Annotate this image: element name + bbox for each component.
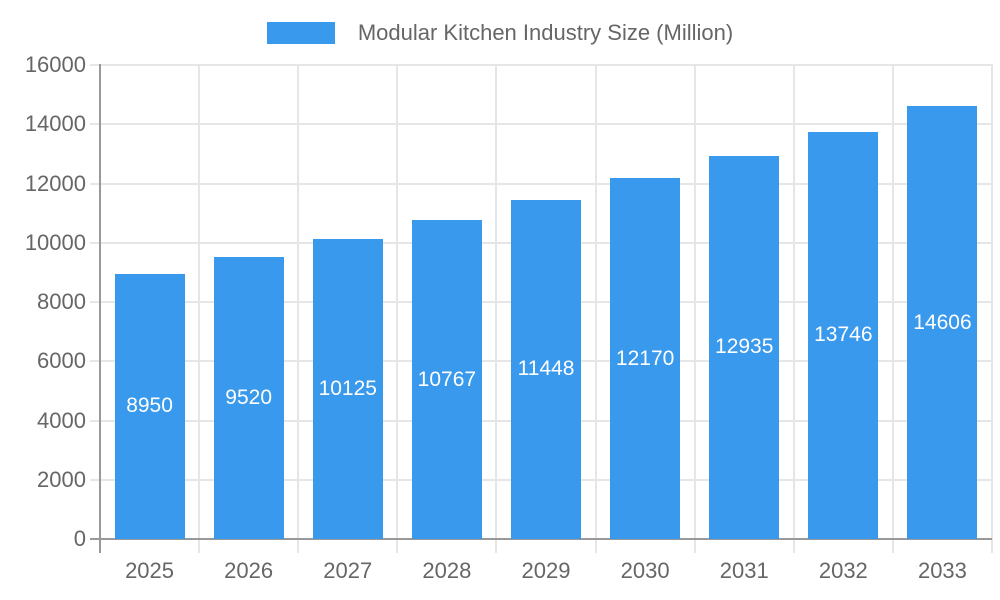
y-gridline xyxy=(90,182,992,185)
y-axis-tick-label: 4000 xyxy=(37,407,86,433)
x-axis-tick-label: 2031 xyxy=(719,558,769,583)
bar-value-label: 8950 xyxy=(126,394,173,418)
bar-value-label: 10767 xyxy=(417,367,477,391)
y-axis-tick-label: 0 xyxy=(73,526,86,551)
bar-value-label: 9520 xyxy=(225,385,273,409)
x-axis-line xyxy=(90,538,992,540)
x-axis-tick-label: 2032 xyxy=(818,558,868,583)
y-axis-tick-label: 16000 xyxy=(24,52,86,77)
x-axis-tick-label: 2028 xyxy=(422,558,472,583)
bar-value-label: 14606 xyxy=(913,310,972,334)
y-axis-line xyxy=(99,64,101,553)
bar-2029[interactable]: 11448 xyxy=(511,199,581,539)
x-gridline xyxy=(991,64,993,553)
bar-value-label: 10125 xyxy=(318,377,377,401)
bar-2026[interactable]: 9520 xyxy=(213,256,284,539)
x-gridline xyxy=(495,64,498,553)
bar-2033[interactable]: 14606 xyxy=(907,106,978,539)
chart-legend[interactable]: Modular Kitchen Industry Size (Million) xyxy=(0,21,1000,45)
x-axis-tick-label: 2025 xyxy=(125,558,175,583)
x-gridline xyxy=(792,64,795,553)
x-axis-tick-label: 2033 xyxy=(917,558,967,583)
bar-value-label: 12935 xyxy=(715,335,774,359)
x-gridline xyxy=(891,64,894,553)
x-gridline xyxy=(693,64,696,553)
x-gridline xyxy=(198,64,201,553)
bar-2030[interactable]: 12170 xyxy=(610,178,681,539)
bar-2025[interactable]: 8950 xyxy=(114,273,185,539)
x-gridline xyxy=(594,64,597,553)
x-gridline xyxy=(297,64,300,553)
x-axis-tick-label: 2026 xyxy=(224,558,274,583)
y-axis-tick-label: 6000 xyxy=(37,348,86,374)
x-gridline xyxy=(396,64,399,553)
bar-2032[interactable]: 13746 xyxy=(808,131,879,539)
x-axis-tick-label: 2030 xyxy=(620,558,670,583)
y-axis-tick-label: 10000 xyxy=(24,229,86,255)
x-axis-tick-label: 2027 xyxy=(323,558,373,583)
legend-label: Modular Kitchen Industry Size (Million) xyxy=(357,20,734,45)
y-axis-tick-label: 2000 xyxy=(37,466,86,492)
y-axis-tick-label: 14000 xyxy=(24,111,86,137)
bar-2027[interactable]: 10125 xyxy=(312,239,383,539)
y-axis-tick-label: 8000 xyxy=(37,289,86,314)
y-gridline xyxy=(90,123,992,126)
bar-value-label: 11448 xyxy=(517,357,575,381)
bar-2031[interactable]: 12935 xyxy=(709,155,780,539)
legend-swatch xyxy=(266,22,335,44)
y-gridline xyxy=(90,64,992,66)
x-axis-tick-label: 2029 xyxy=(521,558,571,583)
y-axis-tick-label: 12000 xyxy=(24,170,86,196)
bar-2028[interactable]: 10767 xyxy=(411,220,482,539)
bar-value-label: 12170 xyxy=(615,346,675,370)
bar-value-label: 13746 xyxy=(814,323,873,347)
